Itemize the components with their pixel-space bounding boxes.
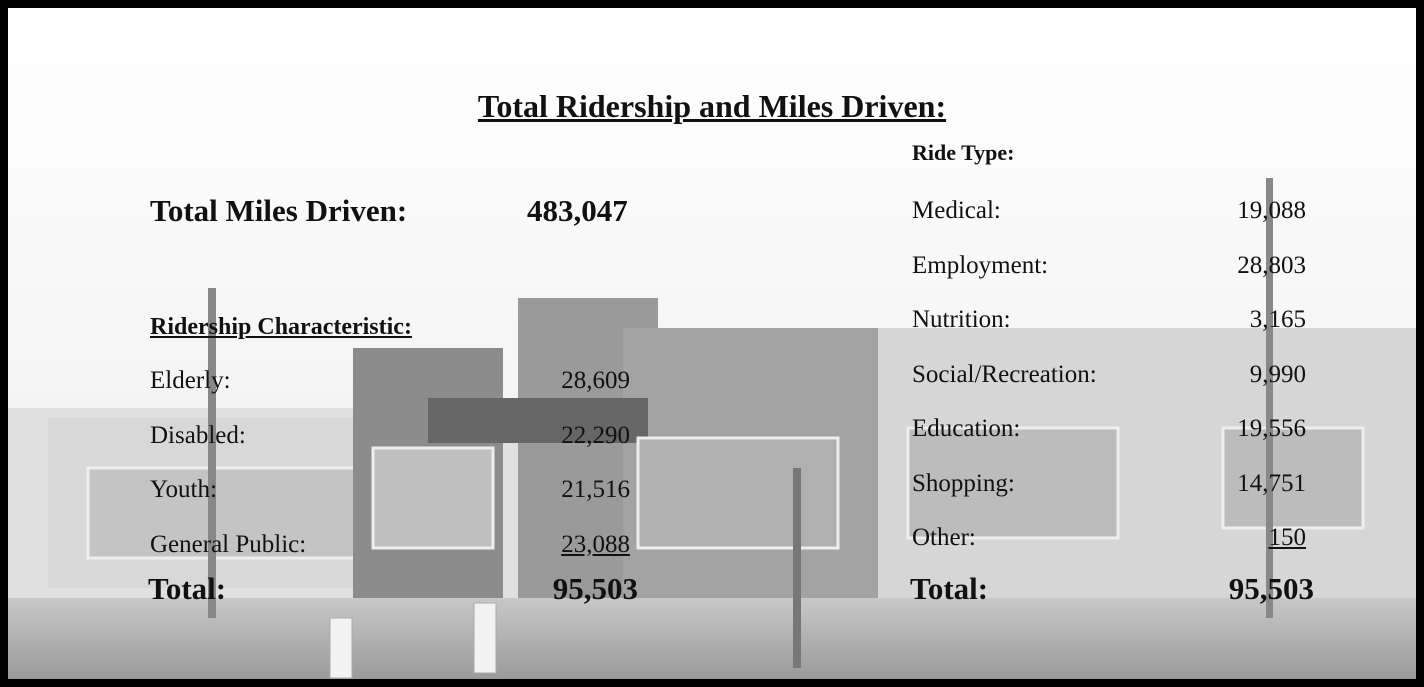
row-value: 21,516 [561,476,630,503]
row-value: 19,556 [1237,415,1306,442]
row-label: Nutrition: [912,306,1011,333]
row-value: 28,609 [561,367,630,394]
row-value: 14,751 [1237,469,1306,497]
row-value: 28,803 [1237,251,1306,279]
row-label: Education: [912,415,1021,442]
row-value: 3,165 [1249,306,1306,333]
row-value: 19,088 [1237,197,1306,224]
row-label: Social/Recreation: [912,360,1097,388]
row-value: 23,088 [561,530,630,558]
row-label: Shopping: [912,469,1015,497]
row-label: Medical: [912,197,1001,224]
row-value: 22,290 [561,421,630,449]
background-photo [8,8,1416,679]
ridership-heading: Ridership Characteristic: [150,314,412,340]
row-label: Employment: [912,251,1049,279]
title: Total Ridership and Miles Driven: [477,88,947,124]
ride-type-heading: Ride Type: [912,140,1015,165]
row-label: Elderly: [150,367,231,394]
total-value: 95,503 [1228,571,1314,606]
total-label: Total: [910,571,989,606]
miles-label: Total Miles Driven: [150,193,408,228]
row-label: Other: [912,524,976,551]
row-value: 9,990 [1249,360,1306,388]
total-label: Total: [148,571,227,606]
row-label: General Public: [150,530,307,558]
miles-value: 483,047 [527,193,628,228]
row-label: Youth: [150,476,217,503]
row-value: 150 [1268,524,1307,551]
total-value: 95,503 [552,571,638,606]
row-label: Disabled: [150,421,246,449]
